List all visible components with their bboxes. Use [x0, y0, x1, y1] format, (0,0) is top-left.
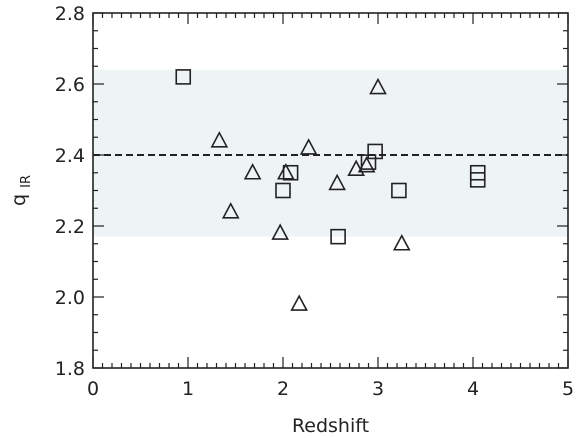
x-tick-label: 0 — [87, 378, 99, 400]
triangle-point — [210, 131, 229, 148]
y-tick-label: 2.6 — [55, 74, 85, 96]
square-point — [330, 228, 346, 245]
y-axis-label-main: q — [8, 194, 30, 206]
square-point — [275, 182, 291, 199]
square-point — [391, 182, 407, 199]
x-axis-label: Redshift — [292, 415, 369, 437]
y-tick-label: 2.8 — [55, 3, 85, 25]
y-axis-label-subscript: IR — [19, 175, 34, 188]
square-point — [367, 143, 383, 160]
square-point — [469, 172, 486, 188]
square-point — [282, 164, 299, 181]
x-tick-label: 2 — [277, 378, 289, 400]
y-tick-label: 2.4 — [55, 145, 85, 167]
triangle-point — [392, 234, 411, 251]
triangle-point — [328, 173, 346, 191]
square-point — [175, 69, 192, 85]
triangle-point — [369, 77, 387, 95]
triangle-point — [271, 223, 289, 240]
y-tick-labels: 1.8 2.0 2.2 2.4 2.6 2.8 — [55, 3, 85, 380]
x-tick-label: 4 — [467, 378, 479, 400]
y-tick-label: 2.0 — [55, 287, 85, 309]
triangle-point — [277, 163, 295, 180]
x-tick-label: 1 — [182, 378, 194, 400]
data-points — [175, 69, 486, 311]
triangle-point — [290, 294, 308, 311]
triangle-point — [347, 159, 365, 176]
x-tick-label: 3 — [372, 378, 384, 400]
x-tick-label: 5 — [562, 378, 574, 400]
x-tick-labels: 0 1 2 3 4 5 — [87, 378, 574, 400]
triangle-point — [357, 155, 376, 173]
triangle-point — [299, 138, 318, 155]
triangle-point — [243, 163, 262, 180]
y-tick-label: 1.8 — [55, 358, 85, 380]
y-tick-label: 2.2 — [55, 216, 85, 238]
axis-ticks — [92, 12, 569, 369]
y-axis-label: q IR — [8, 175, 34, 206]
shaded-band — [93, 69, 568, 237]
triangle-point — [221, 202, 240, 219]
